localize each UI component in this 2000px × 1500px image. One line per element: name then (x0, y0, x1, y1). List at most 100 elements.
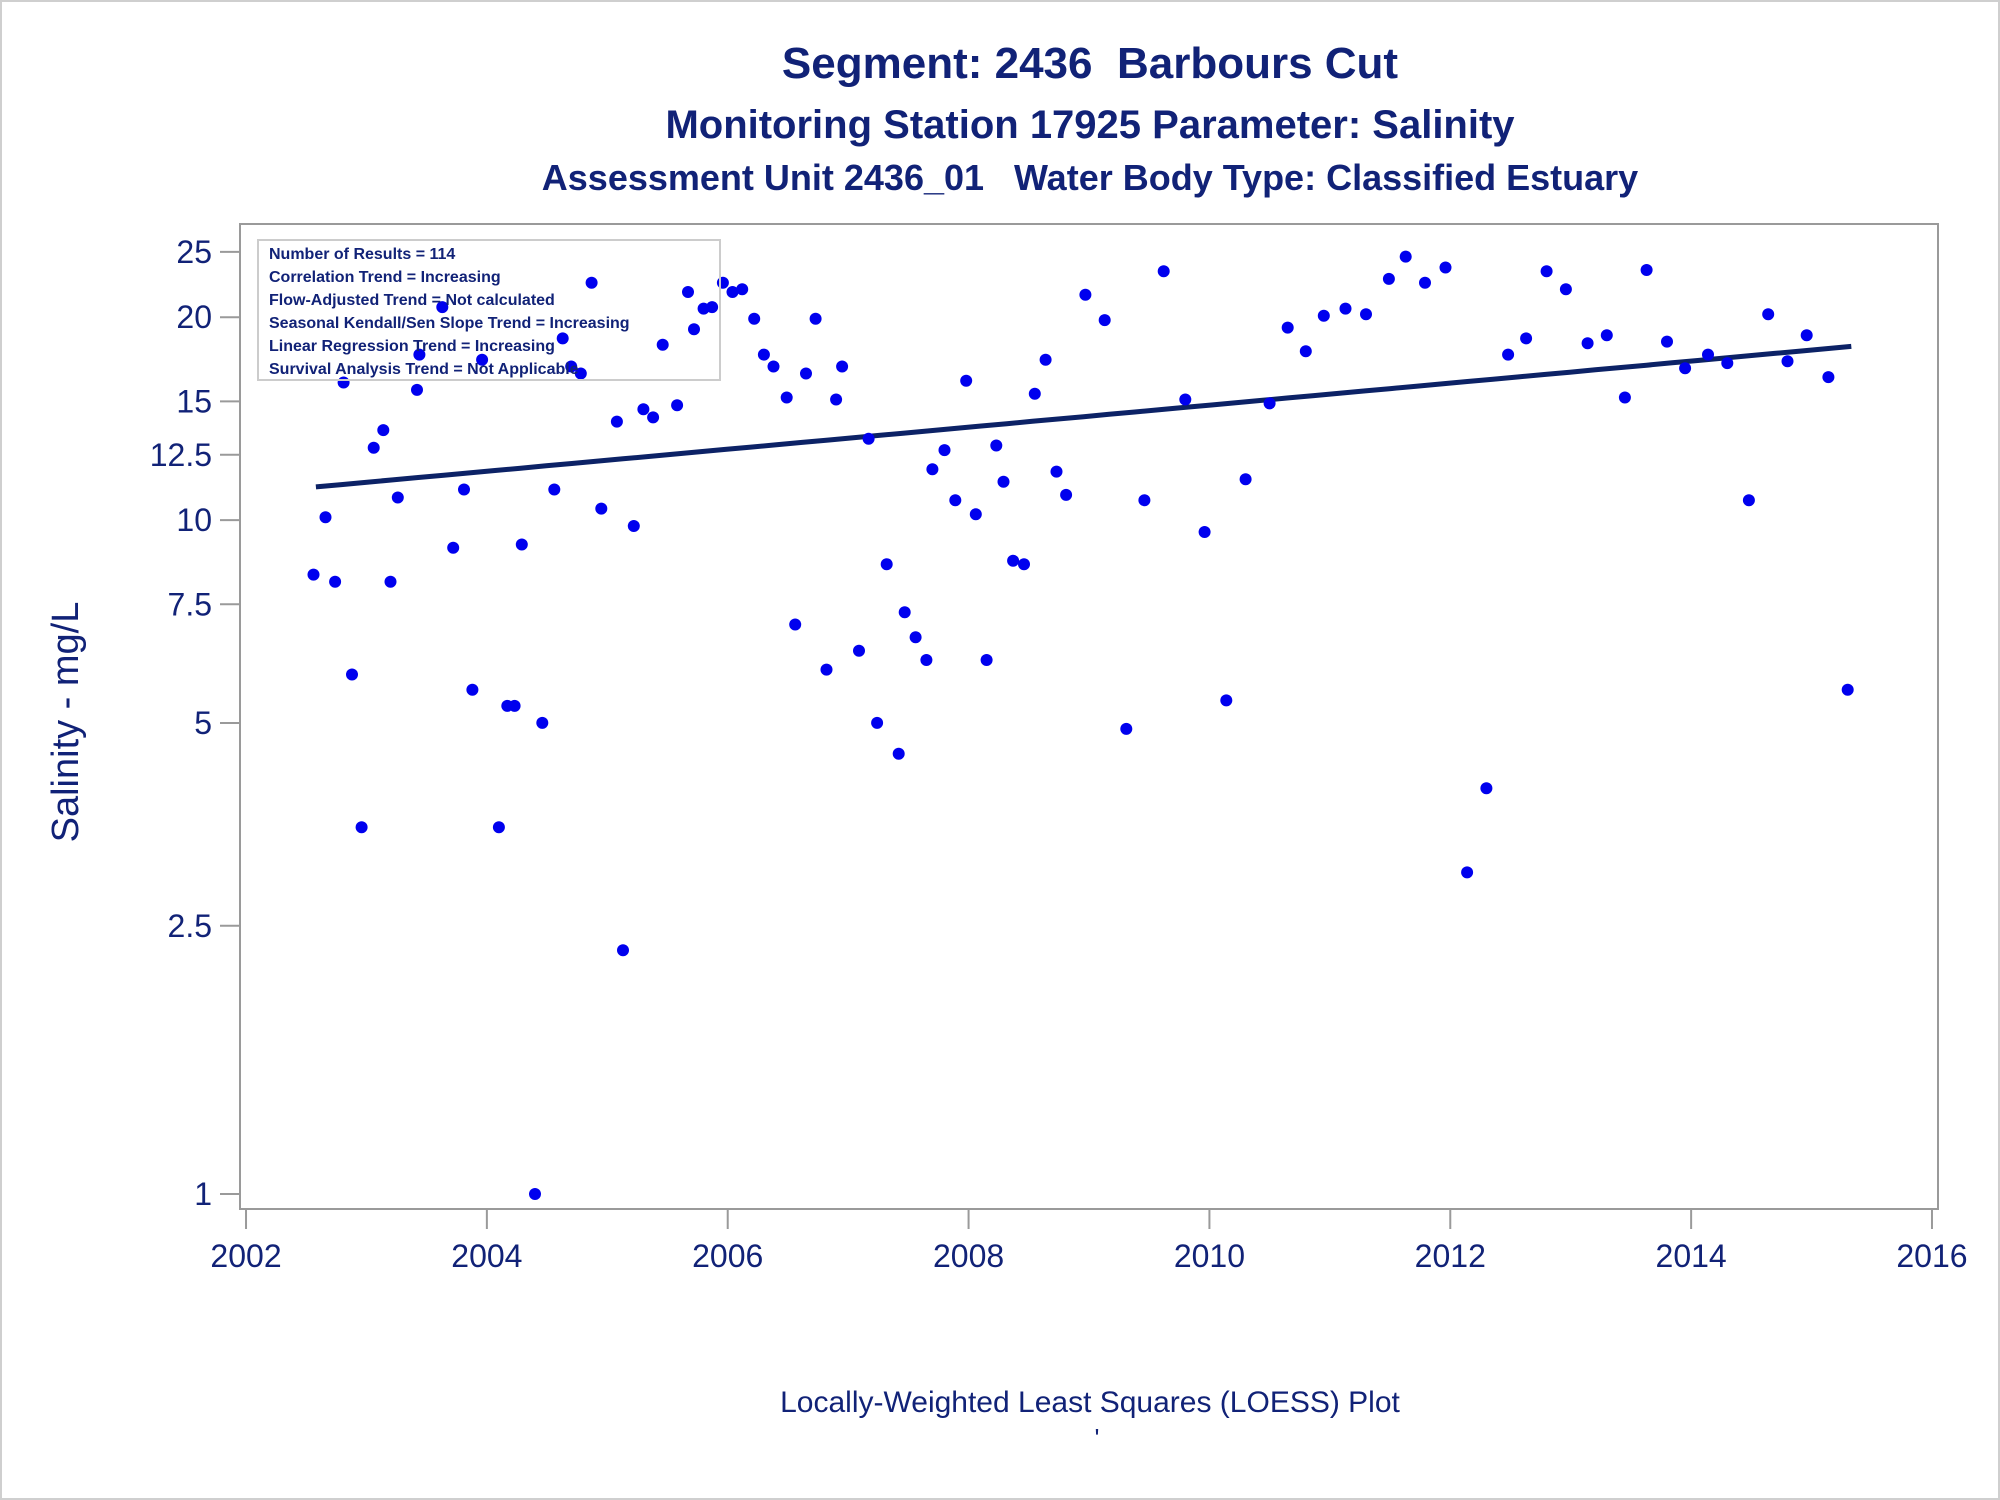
x-tick-label: 2004 (451, 1238, 522, 1274)
chart-title: Segment: 2436 Barbours Cut (782, 39, 1398, 88)
data-point (1018, 558, 1030, 571)
data-point (1220, 694, 1233, 707)
x-tick-label: 2002 (210, 1238, 281, 1274)
data-point (384, 575, 397, 588)
data-point (1480, 782, 1493, 795)
x-tick-label: 2016 (1896, 1238, 1967, 1274)
inset-line-flow-adjusted: Flow-Adjusted Trend = Not calculated (269, 292, 555, 309)
y-tick-label: 15 (176, 383, 212, 419)
data-point (1039, 353, 1052, 366)
data-point (1419, 276, 1431, 289)
plot-area (239, 223, 1939, 1210)
data-point (1762, 308, 1775, 321)
data-point (1461, 866, 1474, 879)
data-point (1439, 261, 1452, 274)
data-point (367, 441, 380, 454)
data-point (377, 424, 390, 437)
data-point (1559, 283, 1572, 296)
data-point (1198, 526, 1211, 538)
data-point (515, 538, 528, 551)
data-point (671, 399, 684, 412)
data-point (1098, 314, 1111, 327)
data-point (767, 360, 780, 373)
y-tick-label: 10 (176, 502, 212, 538)
data-point (476, 353, 489, 366)
data-point (447, 541, 460, 554)
y-tick-label: 2.5 (168, 908, 212, 944)
data-point (647, 411, 660, 424)
data-point (997, 475, 1010, 488)
data-point (466, 683, 479, 696)
data-point (1540, 265, 1553, 278)
inset-line-survival: Survival Analysis Trend = Not Applicable (269, 361, 579, 378)
data-point (1281, 321, 1294, 334)
data-point (1079, 288, 1092, 301)
inset-line-linear-regression: Linear Regression Trend = Increasing (269, 338, 555, 355)
data-point (1679, 362, 1692, 375)
data-point (1600, 329, 1613, 342)
x-tick-label: 2012 (1415, 1238, 1486, 1274)
data-point (1060, 488, 1073, 501)
data-point (1742, 494, 1755, 507)
data-point (830, 393, 843, 406)
data-point (492, 821, 505, 834)
data-point (909, 631, 922, 644)
data-point (458, 483, 470, 496)
data-point (871, 716, 884, 729)
x-tick-label: 2014 (1656, 1238, 1727, 1274)
data-point (656, 338, 669, 351)
data-point (1299, 345, 1312, 358)
trend-layer (315, 343, 1852, 490)
data-point (585, 276, 598, 289)
data-point (1502, 348, 1515, 361)
data-point (508, 699, 521, 712)
data-point (706, 301, 719, 314)
data-point (926, 463, 939, 476)
data-point (610, 415, 623, 428)
data-point (1721, 357, 1734, 370)
y-tick-label: 25 (176, 234, 212, 270)
y-axis-label: Salinity - mg/L (45, 602, 87, 843)
stats-inset-box (257, 239, 721, 381)
data-point (1382, 272, 1395, 285)
data-point (748, 312, 761, 325)
data-point (556, 332, 569, 345)
data-point (682, 286, 694, 298)
data-point (1702, 348, 1714, 361)
data-point (1520, 332, 1533, 345)
data-point (1263, 397, 1276, 410)
data-point (595, 502, 608, 515)
data-point (1360, 308, 1372, 321)
data-point (820, 663, 833, 676)
y-tick-label: 7.5 (168, 586, 212, 622)
data-point (809, 312, 822, 325)
data-point (319, 511, 332, 524)
x-tick-label: 2010 (1174, 1238, 1245, 1274)
data-point (637, 403, 650, 416)
data-point (1317, 309, 1330, 322)
data-point (726, 286, 739, 298)
y-tick-label: 20 (176, 299, 212, 335)
data-point (949, 494, 962, 507)
data-point (536, 716, 549, 729)
data-point (789, 618, 802, 631)
data-point (391, 491, 404, 504)
data-point (920, 654, 933, 666)
data-point (800, 367, 812, 380)
data-point (1661, 335, 1673, 348)
data-point (1640, 264, 1653, 276)
data-point (688, 323, 700, 336)
data-point (529, 1188, 541, 1200)
y-tick-label: 1 (194, 1176, 212, 1212)
data-point (960, 374, 973, 387)
data-point (329, 575, 342, 588)
data-point (836, 360, 849, 373)
data-point (990, 439, 1003, 452)
data-point (736, 283, 749, 296)
data-point (1239, 473, 1252, 486)
x-tick-label: 2008 (933, 1238, 1004, 1274)
data-point (1157, 265, 1170, 278)
data-point (413, 348, 426, 361)
